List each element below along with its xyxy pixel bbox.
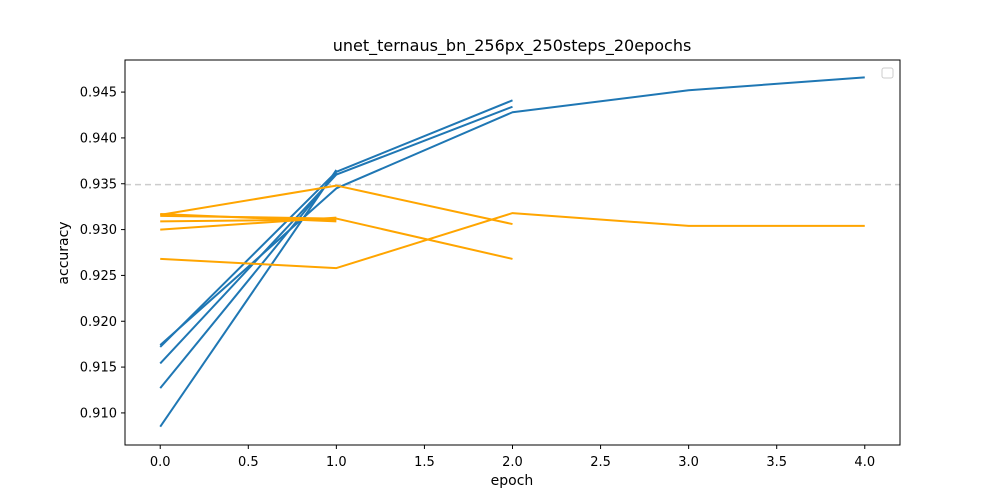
y-tick-label: 0.910: [80, 406, 117, 421]
y-axis-label: accuracy: [56, 221, 72, 284]
x-tick-label: 1.0: [326, 455, 347, 470]
chart-title: unet_ternaus_bn_256px_250steps_20epochs: [333, 36, 692, 56]
legend-box: [881, 67, 894, 79]
x-tick-label: 4.0: [854, 455, 875, 470]
series-line-orange-8: [160, 216, 337, 231]
y-tick-label: 0.915: [80, 361, 117, 376]
x-axis: 0.0 0.5 1.0 1.5 2.0 2.5 3.0 3.5 4.0: [150, 445, 875, 470]
x-tick-label: 0.5: [238, 455, 259, 470]
x-tick-label: 2.0: [502, 455, 523, 470]
x-tick-label: 0.0: [150, 455, 171, 470]
x-tick-label: 2.5: [590, 455, 611, 470]
y-tick-label: 0.940: [80, 131, 117, 146]
plot-area: [125, 76, 900, 428]
x-tick-label: 3.5: [766, 455, 787, 470]
y-axis: 0.910 0.915 0.920 0.925 0.930 0.935 0.940 0.945: [80, 86, 125, 421]
series-line-orange-9: [160, 184, 513, 226]
series-line-orange-10: [160, 214, 513, 260]
y-tick-label: 0.945: [80, 86, 117, 101]
y-tick-label: 0.920: [80, 315, 117, 330]
series-line-blue-2: [159, 172, 338, 389]
series-line-blue-3: [159, 105, 513, 365]
series-line-orange-11: [160, 212, 865, 270]
y-tick-label: 0.925: [80, 269, 117, 284]
y-tick-label: 0.930: [80, 223, 117, 238]
x-axis-label: epoch: [491, 473, 534, 489]
series-line-blue-4: [159, 99, 513, 348]
series-line-blue-5: [159, 76, 865, 346]
x-tick-label: 3.0: [678, 455, 699, 470]
series-line-blue-1: [159, 169, 338, 428]
x-tick-label: 1.5: [414, 455, 435, 470]
y-tick-label: 0.935: [80, 177, 117, 192]
